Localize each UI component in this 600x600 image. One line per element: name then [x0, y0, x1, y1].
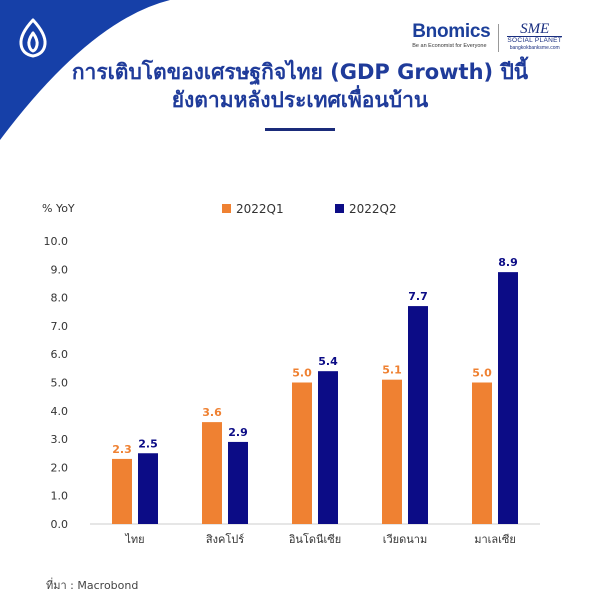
data-label: 2.5 [138, 437, 158, 450]
data-label: 3.6 [202, 406, 222, 419]
bnomics-tagline: Be an Economist for Everyone [412, 43, 487, 49]
bnomics-logo: Bnomics Be an Economist for Everyone [412, 22, 490, 50]
page-title: การเติบโตของเศรษฐกิจไทย (GDP Growth) ปีน… [0, 58, 600, 114]
data-label: 5.4 [318, 355, 338, 368]
bar-2022Q2 [408, 306, 428, 524]
x-tick-label: สิงคโปร์ [206, 532, 245, 546]
bar-2022Q1 [382, 379, 402, 524]
bar-2022Q1 [202, 422, 222, 524]
legend-swatch-2022Q2 [335, 204, 344, 213]
title-line-1: การเติบโตของเศรษฐกิจไทย (GDP Growth) ปีน… [71, 60, 529, 84]
legend-label-2022Q1: 2022Q1 [236, 202, 284, 216]
y-tick-label: 6.0 [51, 348, 69, 361]
bar-2022Q1 [292, 382, 312, 524]
y-tick-label: 0.0 [51, 518, 69, 531]
y-tick-label: 4.0 [51, 405, 69, 418]
sme-logo: SME SOCIAL PLANET bangkokbanksme.com [507, 22, 562, 52]
bar-2022Q2 [138, 453, 158, 524]
bar-2022Q2 [228, 441, 248, 524]
y-axis-label: % YoY [42, 202, 75, 215]
bar-2022Q1 [472, 382, 492, 524]
source-note: ที่มา : Macrobond [46, 579, 139, 592]
bar-2022Q2 [498, 272, 518, 524]
y-tick-label: 10.0 [44, 235, 69, 248]
sme-url: bangkokbanksme.com [509, 45, 560, 51]
bar-2022Q1 [112, 458, 132, 524]
data-label: 5.1 [382, 364, 402, 377]
x-tick-label: มาเลเซีย [474, 533, 516, 546]
bnomics-name: Bnomics [412, 21, 491, 42]
data-label: 5.0 [292, 367, 312, 380]
y-tick-label: 1.0 [51, 490, 69, 503]
x-tick-label: ไทย [124, 533, 144, 546]
bangkok-bank-corner-logo [0, 0, 170, 140]
sme-name: SME [520, 21, 550, 37]
legend-label-2022Q2: 2022Q2 [349, 202, 397, 216]
y-tick-label: 7.0 [51, 320, 69, 333]
brand-logos: Bnomics Be an Economist for Everyone SME… [412, 22, 562, 52]
x-tick-label: อินโดนีเซีย [288, 532, 341, 546]
y-tick-label: 8.0 [51, 292, 69, 305]
lotus-icon [19, 18, 47, 58]
data-label: 2.3 [112, 443, 132, 456]
y-tick-label: 3.0 [51, 433, 69, 446]
data-label: 7.7 [408, 290, 428, 303]
sme-subtitle: SOCIAL PLANET [507, 36, 562, 44]
legend-swatch-2022Q1 [222, 204, 231, 213]
title-underline [265, 128, 335, 131]
data-label: 8.9 [498, 256, 518, 269]
brand-divider [498, 24, 500, 52]
y-tick-label: 9.0 [51, 263, 69, 276]
bar-2022Q2 [318, 371, 338, 524]
y-tick-label: 2.0 [51, 461, 69, 474]
data-label: 2.9 [228, 426, 248, 439]
title-line-2: ยังตามหลังประเทศเพื่อนบ้าน [171, 88, 429, 112]
x-tick-label: เวียดนาม [383, 533, 427, 546]
y-tick-label: 5.0 [51, 377, 69, 390]
data-label: 5.0 [472, 367, 492, 380]
